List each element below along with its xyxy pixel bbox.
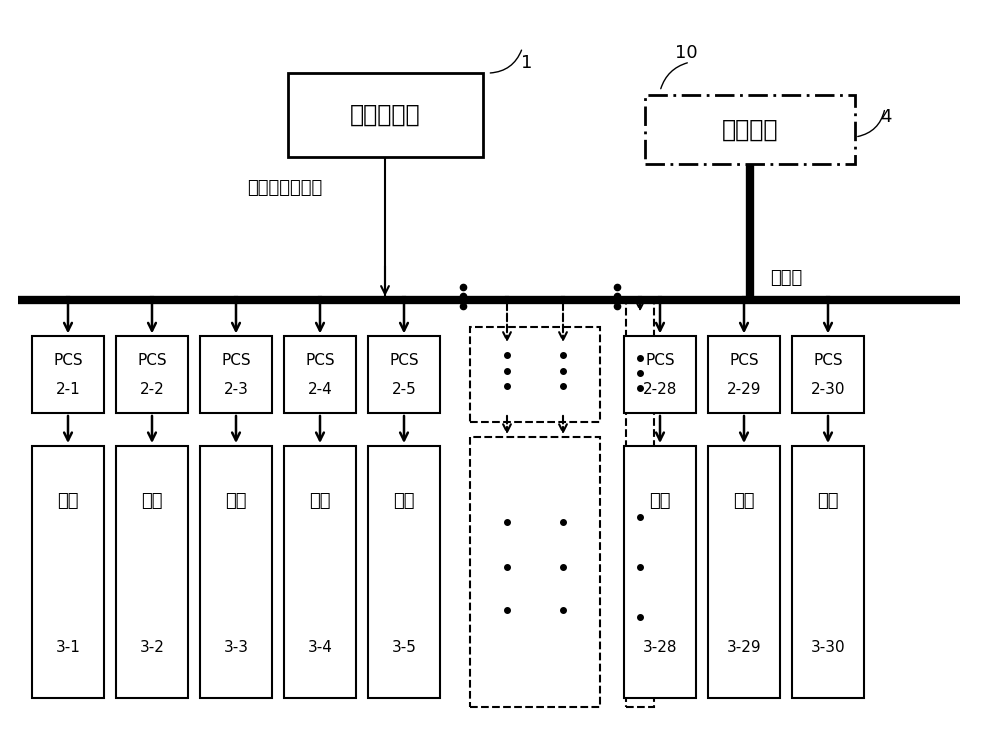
- Bar: [645, 95, 855, 164]
- Text: 3-1: 3-1: [56, 640, 80, 655]
- Bar: [368, 336, 440, 413]
- Bar: [200, 336, 272, 413]
- Text: 3-2: 3-2: [140, 640, 164, 655]
- Bar: [284, 336, 356, 413]
- Text: 电池控制器: 电池控制器: [350, 103, 420, 127]
- Bar: [368, 446, 440, 698]
- Bar: [32, 336, 104, 413]
- Text: 2-30: 2-30: [811, 382, 845, 398]
- Text: 充放电功率指令: 充放电功率指令: [247, 179, 323, 197]
- Bar: [116, 336, 188, 413]
- Text: PCS: PCS: [813, 353, 843, 368]
- Text: 电池: 电池: [57, 493, 79, 510]
- Text: 电池: 电池: [393, 493, 415, 510]
- Text: PCS: PCS: [645, 353, 675, 368]
- Text: 3-28: 3-28: [643, 640, 677, 655]
- Text: 电力系统: 电力系统: [722, 118, 778, 142]
- Text: 2-3: 2-3: [224, 382, 248, 398]
- Bar: [792, 336, 864, 413]
- Bar: [624, 336, 696, 413]
- Text: 3-30: 3-30: [811, 640, 845, 655]
- Text: 电池: 电池: [225, 493, 247, 510]
- Text: 2-1: 2-1: [56, 382, 80, 398]
- Text: PCS: PCS: [137, 353, 167, 368]
- Bar: [32, 446, 104, 698]
- Text: 3-5: 3-5: [392, 640, 416, 655]
- Bar: [708, 336, 780, 413]
- Bar: [792, 446, 864, 698]
- Text: PCS: PCS: [305, 353, 335, 368]
- Text: 1: 1: [521, 53, 532, 72]
- Text: 2-2: 2-2: [140, 382, 164, 398]
- Text: PCS: PCS: [389, 353, 419, 368]
- Text: 4: 4: [880, 108, 892, 126]
- Text: 3-4: 3-4: [308, 640, 332, 655]
- Text: 3-3: 3-3: [224, 640, 248, 655]
- Text: 电池: 电池: [733, 493, 755, 510]
- Bar: [470, 437, 600, 707]
- Text: 电池: 电池: [817, 493, 839, 510]
- Bar: [284, 446, 356, 698]
- Text: 电池: 电池: [309, 493, 331, 510]
- Text: 主电路: 主电路: [770, 268, 802, 287]
- Bar: [470, 327, 600, 422]
- Bar: [626, 298, 654, 707]
- Bar: [624, 446, 696, 698]
- Text: 3-29: 3-29: [727, 640, 761, 655]
- Bar: [116, 446, 188, 698]
- Text: 电池: 电池: [141, 493, 163, 510]
- Text: 10: 10: [675, 44, 698, 62]
- Bar: [200, 446, 272, 698]
- Text: 2-5: 2-5: [392, 382, 416, 398]
- Text: PCS: PCS: [221, 353, 251, 368]
- Text: 2-28: 2-28: [643, 382, 677, 398]
- Text: 2-4: 2-4: [308, 382, 332, 398]
- Text: PCS: PCS: [53, 353, 83, 368]
- Text: 2-29: 2-29: [727, 382, 761, 398]
- Bar: [288, 73, 482, 157]
- Text: 电池: 电池: [649, 493, 671, 510]
- Text: PCS: PCS: [729, 353, 759, 368]
- Bar: [708, 446, 780, 698]
